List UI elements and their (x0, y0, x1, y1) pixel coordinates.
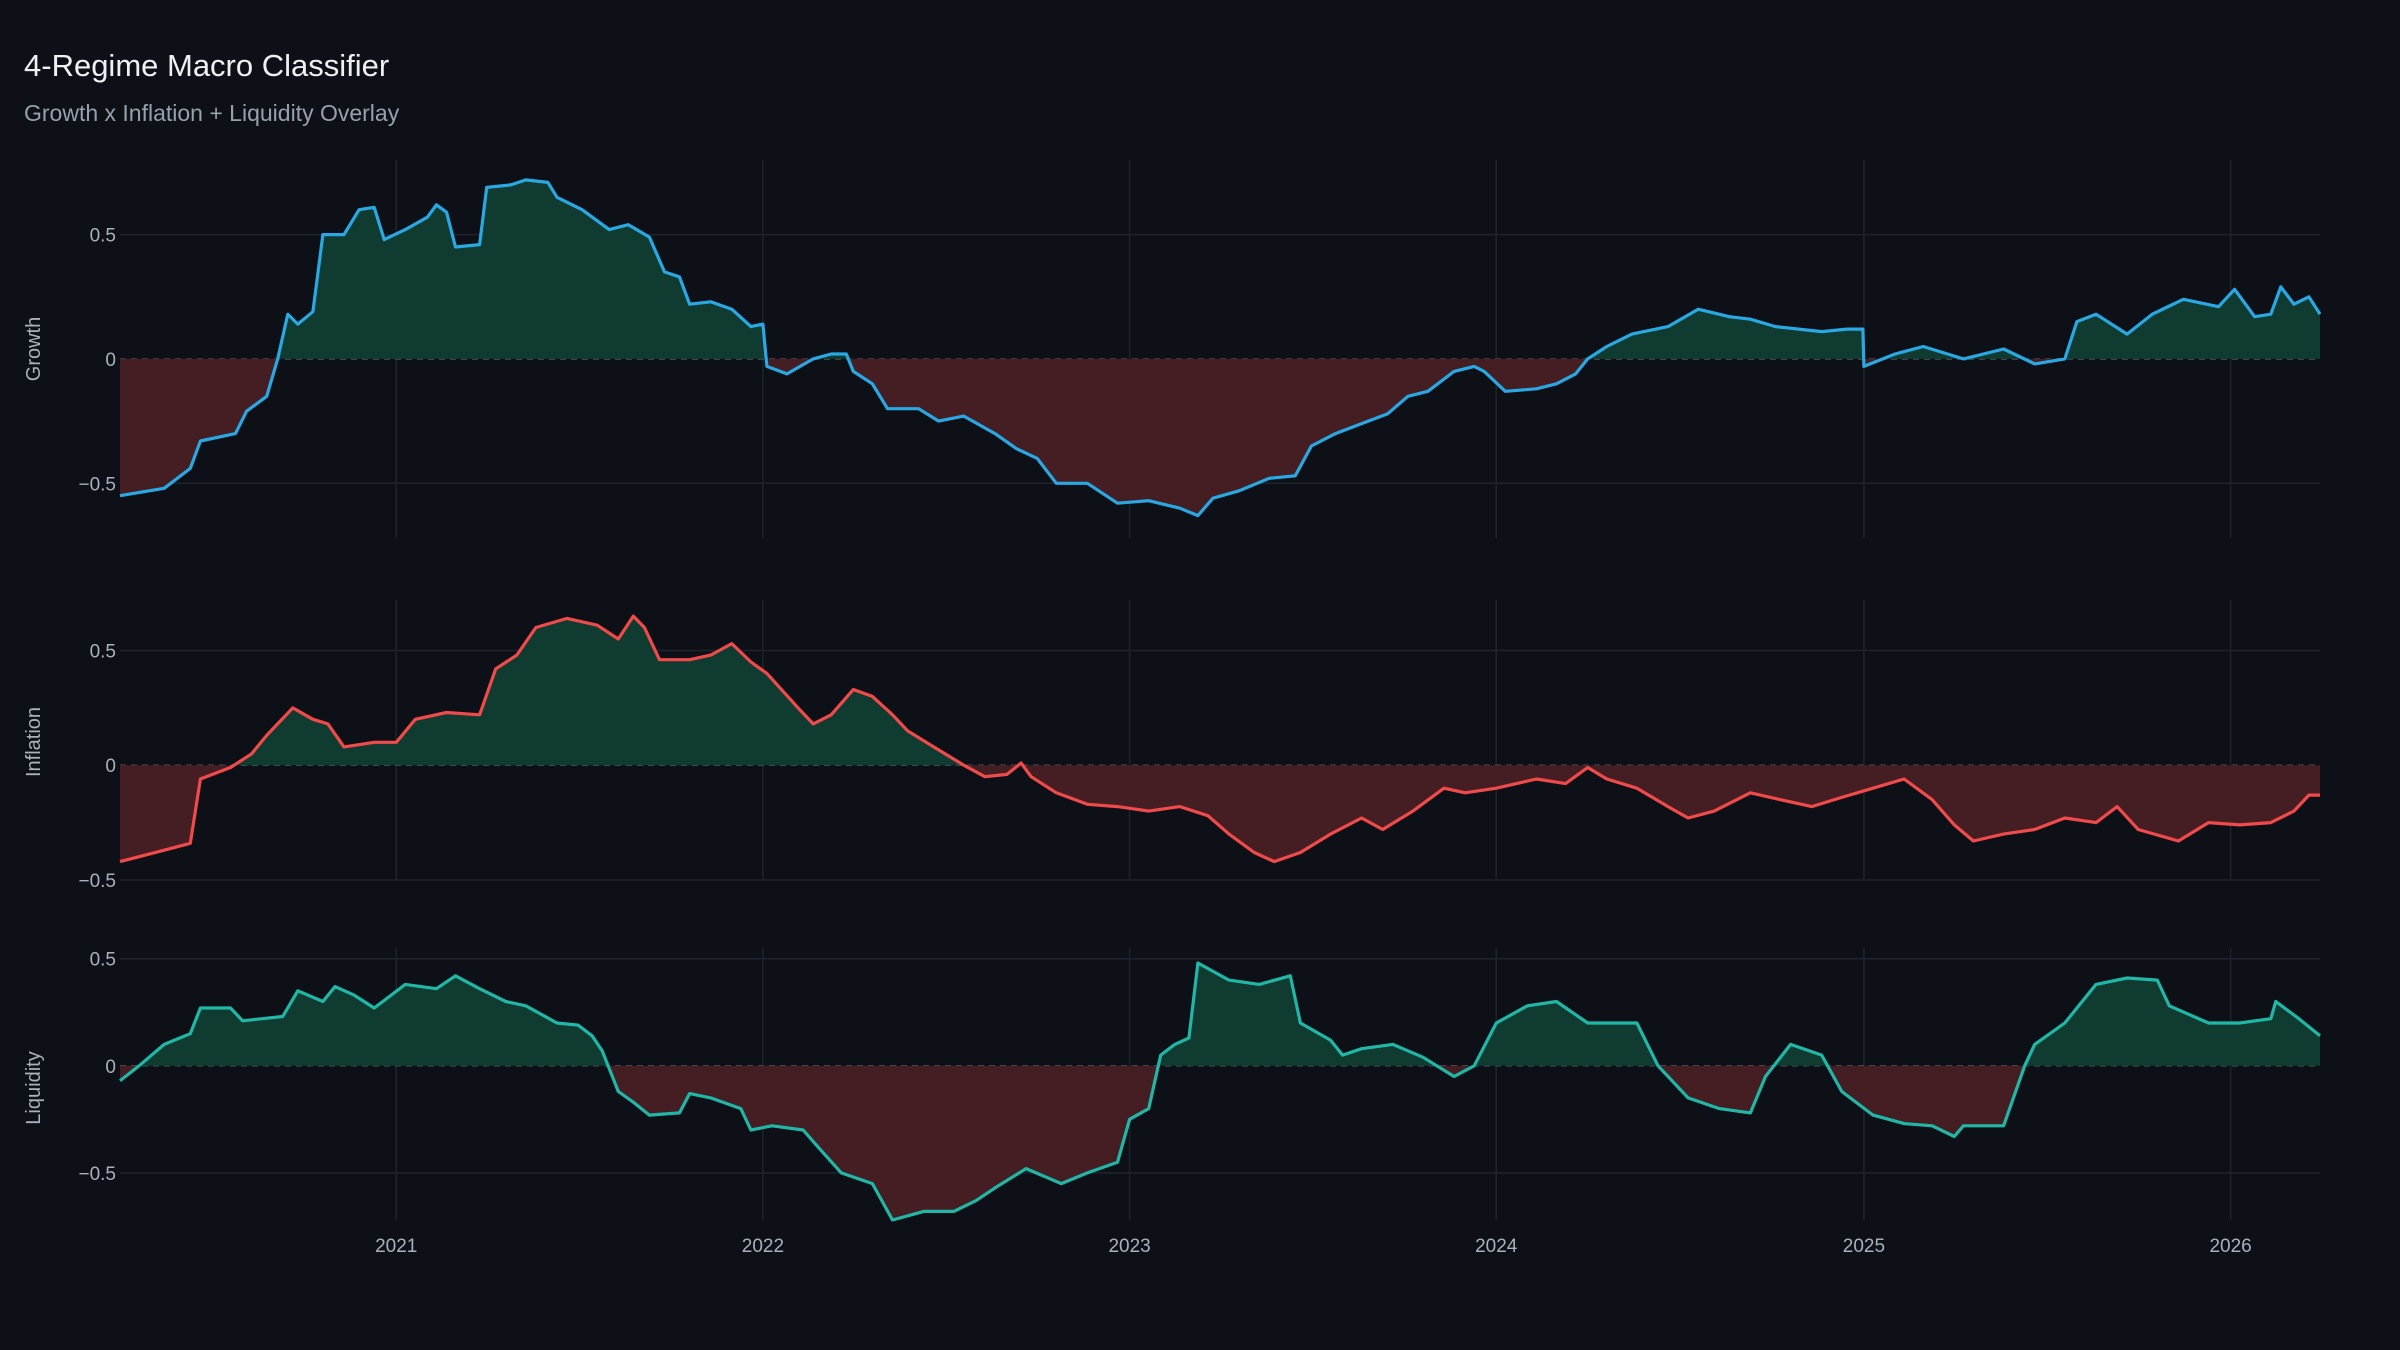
x-tick-label-2025: 2025 (1843, 1236, 1885, 1257)
x-tick-label-2022: 2022 (742, 1236, 784, 1257)
inflation-ytick-label: −0.5 (78, 871, 116, 892)
liquidity-series-line (119, 961, 2322, 1222)
x-tick-label-2024: 2024 (1475, 1236, 1518, 1257)
liquidity-positive-area (120, 963, 2320, 1066)
chart-title: 4-Regime Macro Classifier (24, 48, 390, 83)
growth-series-line (119, 178, 2322, 518)
inflation-ytick-label: 0 (105, 756, 116, 777)
liquidity-ytick-label: 0 (105, 1057, 116, 1078)
liquidity-axis-label: Liquidity (23, 1051, 45, 1124)
x-tick-label-2026: 2026 (2209, 1236, 2251, 1257)
growth-ytick-label: 0.5 (90, 226, 116, 247)
liquidity-ytick-label: −0.5 (78, 1164, 116, 1185)
growth-positive-area (120, 179, 2320, 359)
x-tick-label-2023: 2023 (1108, 1236, 1150, 1257)
inflation-axis-label: Inflation (23, 707, 45, 777)
liquidity-ytick-label: 0.5 (90, 950, 116, 971)
growth-ytick-label: 0 (105, 350, 116, 371)
inflation-ytick-label: 0.5 (90, 641, 116, 662)
growth-ytick-label: −0.5 (78, 474, 116, 495)
chart-subtitle: Growth x Inflation + Liquidity Overlay (24, 100, 400, 126)
inflation-series-line (119, 614, 2320, 864)
growth-axis-label: Growth (23, 317, 45, 381)
inflation-positive-area (120, 616, 2320, 766)
inflation-negative-area (120, 765, 2320, 862)
liquidity-negative-area (120, 1065, 2320, 1220)
x-tick-label-2021: 2021 (375, 1236, 417, 1257)
growth-negative-area (120, 358, 2320, 516)
